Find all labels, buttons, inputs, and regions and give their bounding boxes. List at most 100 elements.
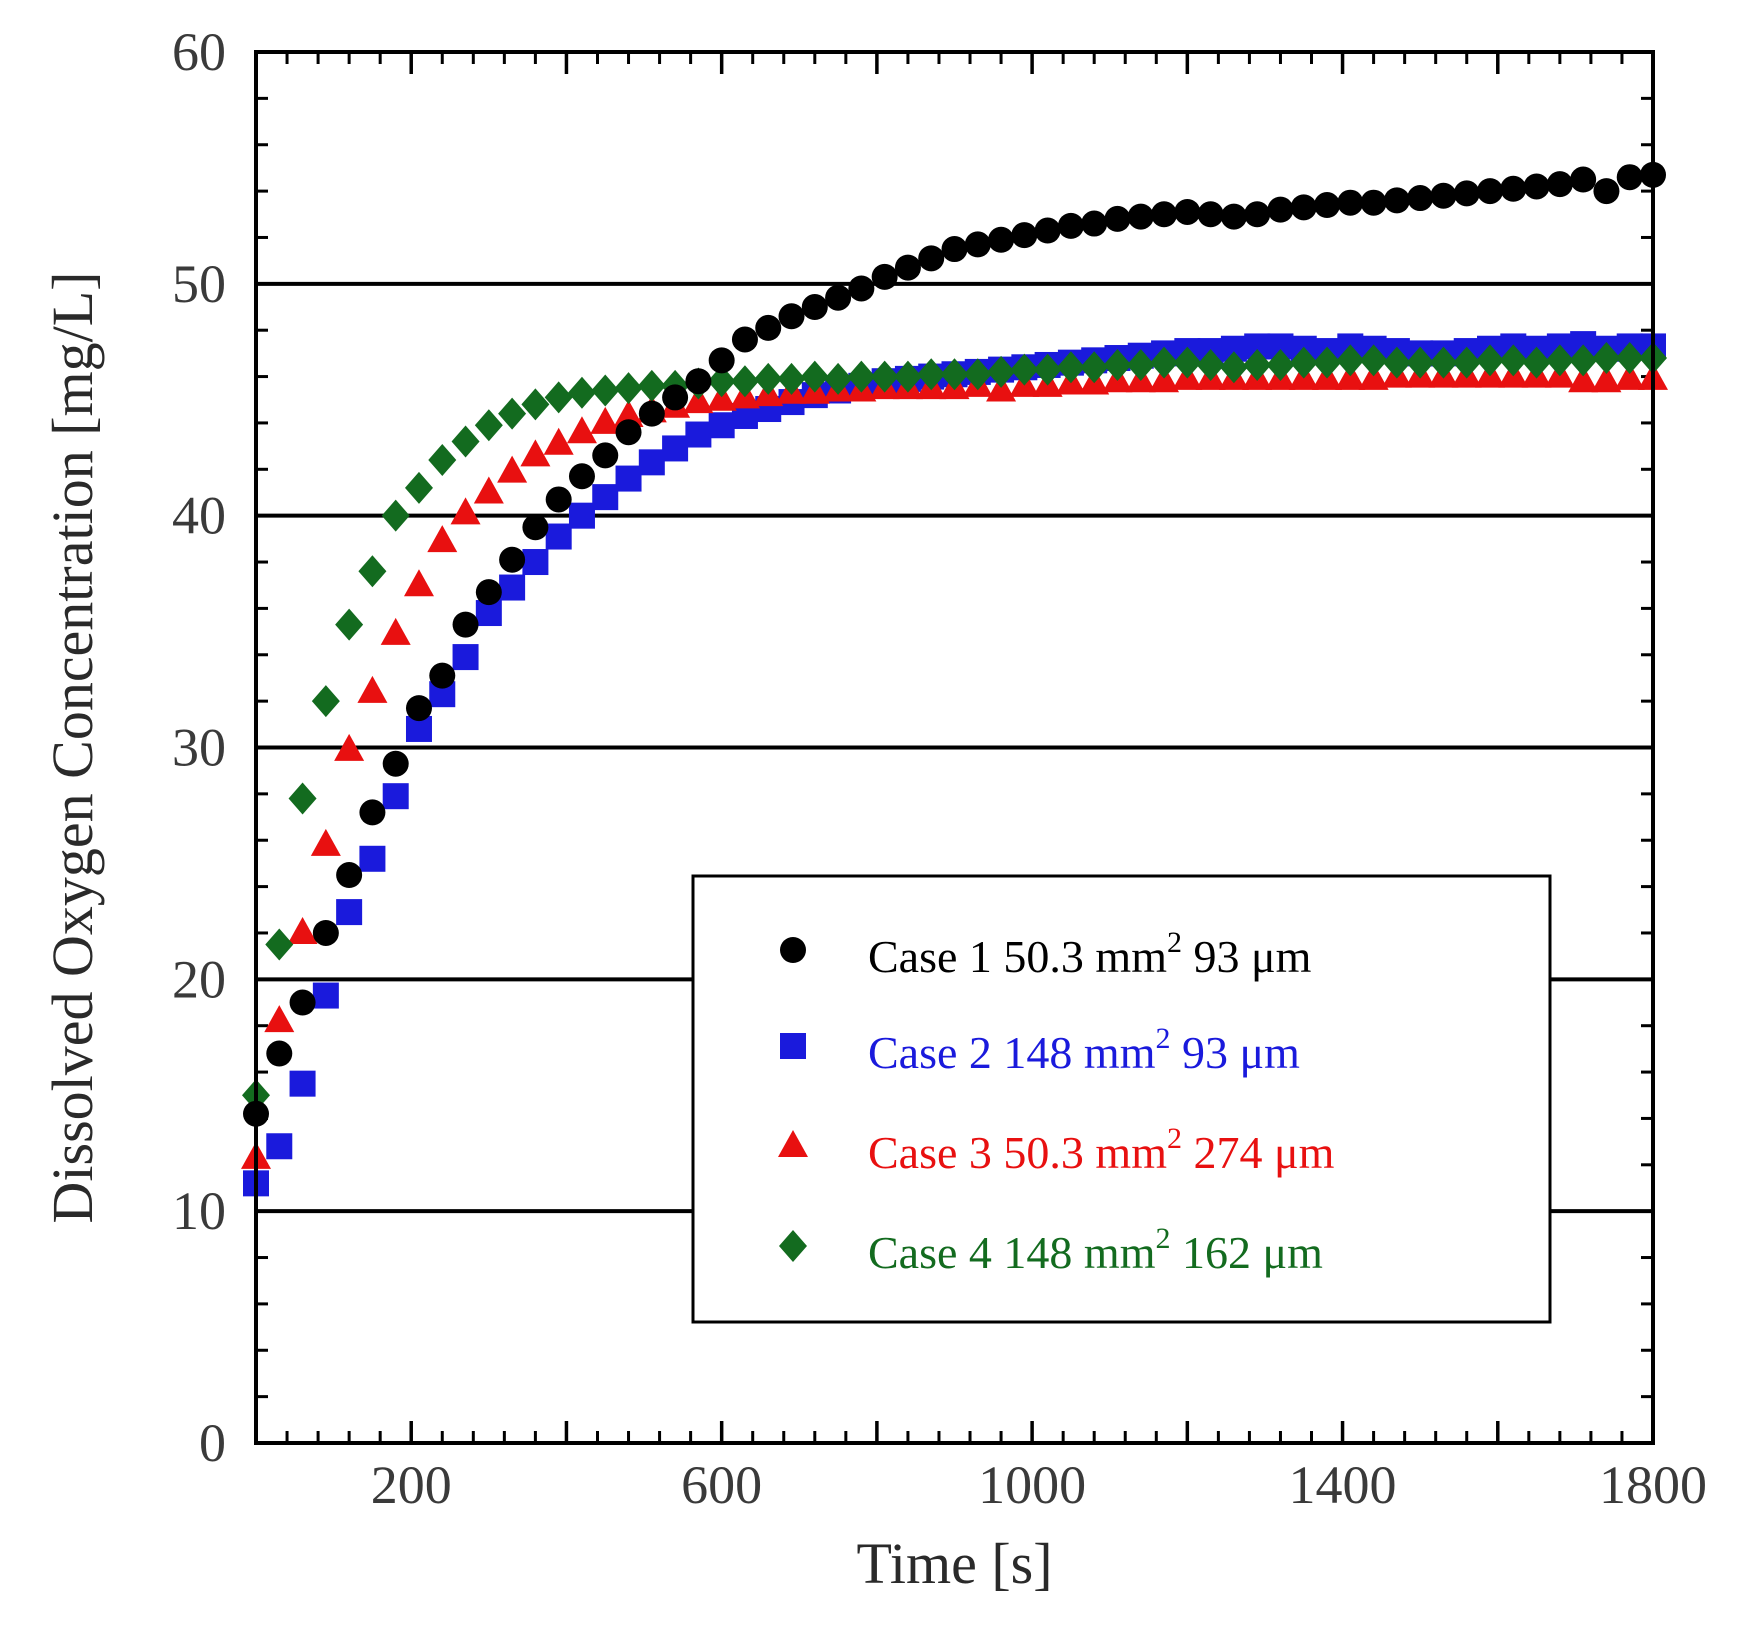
data-point	[1219, 351, 1248, 384]
data-point	[1266, 348, 1295, 381]
legend-series-name: Case 2	[868, 1027, 1003, 1078]
data-point	[428, 444, 457, 477]
data-point	[1591, 365, 1622, 393]
data-point	[1407, 185, 1434, 212]
data-point	[590, 406, 621, 434]
data-point	[545, 523, 572, 550]
data-point	[287, 916, 318, 944]
data-point	[708, 412, 735, 439]
data-point	[1568, 365, 1599, 393]
data-point	[522, 549, 549, 576]
data-point	[1406, 346, 1435, 379]
data-point	[707, 365, 736, 398]
data-point	[380, 617, 411, 645]
data-point	[288, 782, 317, 815]
data-point	[683, 386, 714, 414]
data-point	[1313, 346, 1342, 379]
data-point	[497, 455, 528, 483]
legend-entry: Case 3 50.3 mm2 274 μm	[868, 1122, 1335, 1178]
data-point	[1452, 346, 1481, 379]
data-point	[1034, 217, 1061, 244]
legend-box	[691, 874, 1552, 1324]
data-point	[638, 400, 665, 427]
data-point	[403, 569, 434, 597]
data-point	[1289, 346, 1318, 379]
x-tick-label: 200	[371, 1455, 452, 1515]
data-point	[755, 314, 782, 341]
data-point	[988, 226, 1015, 253]
data-point	[1011, 222, 1038, 249]
legend-marker	[778, 1130, 808, 1157]
data-point	[941, 236, 968, 263]
data-point	[871, 263, 898, 290]
data-point	[335, 608, 364, 641]
data-point	[336, 899, 363, 926]
data-point	[1383, 187, 1410, 214]
data-point	[1290, 194, 1317, 221]
data-point	[1476, 344, 1505, 377]
data-point	[382, 750, 409, 777]
legend-marker	[780, 1033, 806, 1059]
data-point	[312, 919, 339, 946]
data-point	[451, 425, 480, 458]
data-point	[940, 358, 969, 391]
data-point	[1056, 351, 1085, 384]
legend-entry: Case 4 148 mm2 162 μm	[868, 1222, 1323, 1278]
data-point	[1337, 189, 1364, 216]
legend-thickness: 274 μm	[1182, 1127, 1335, 1178]
data-point	[801, 294, 828, 321]
legend-thickness: 93 μm	[1170, 1027, 1300, 1078]
data-point	[1569, 344, 1598, 377]
data-point	[336, 862, 363, 889]
y-tick-label: 20	[172, 949, 226, 1009]
data-point	[870, 360, 899, 393]
data-point	[894, 254, 921, 281]
data-point	[544, 381, 573, 414]
data-point	[1010, 353, 1039, 386]
data-point	[1081, 210, 1108, 237]
data-point	[382, 783, 409, 810]
data-point	[1150, 346, 1179, 379]
x-axis-label: Time [s]	[856, 1531, 1052, 1596]
data-point	[474, 409, 503, 442]
data-point	[1523, 173, 1550, 200]
data-point	[1360, 189, 1387, 216]
data-point	[637, 369, 666, 402]
data-point	[1127, 203, 1154, 230]
plot-frame	[254, 50, 1655, 1445]
data-point	[1149, 365, 1180, 393]
x-tick-label: 1800	[1599, 1455, 1707, 1515]
data-point	[1499, 344, 1528, 377]
data-point	[848, 275, 875, 302]
data-point	[847, 360, 876, 393]
data-point	[1570, 166, 1597, 193]
y-tick-label: 10	[172, 1181, 226, 1241]
x-tick-label: 1400	[1289, 1455, 1397, 1515]
data-point	[543, 427, 574, 455]
data-point	[1453, 180, 1480, 207]
data-point	[592, 484, 619, 511]
data-point	[824, 362, 853, 395]
data-point	[429, 662, 456, 689]
data-point	[499, 574, 526, 601]
data-point	[1500, 175, 1527, 202]
data-point	[473, 476, 504, 504]
data-point	[405, 695, 432, 722]
data-point	[778, 303, 805, 330]
data-point	[568, 502, 595, 529]
data-point	[499, 546, 526, 573]
data-point	[568, 463, 595, 490]
data-point	[706, 383, 737, 411]
data-point	[566, 416, 597, 444]
data-point	[1197, 201, 1224, 228]
legend-area: 50.3 mm	[1003, 931, 1167, 982]
data-point	[1358, 362, 1389, 390]
data-point	[289, 989, 316, 1016]
legend-series-name: Case 1	[868, 931, 1003, 982]
y-tick-label: 40	[172, 486, 226, 546]
data-point	[615, 465, 642, 492]
legend-area-exponent: 2	[1155, 1022, 1170, 1055]
data-point	[1126, 348, 1155, 381]
data-point	[427, 525, 458, 553]
data-point	[685, 368, 712, 395]
